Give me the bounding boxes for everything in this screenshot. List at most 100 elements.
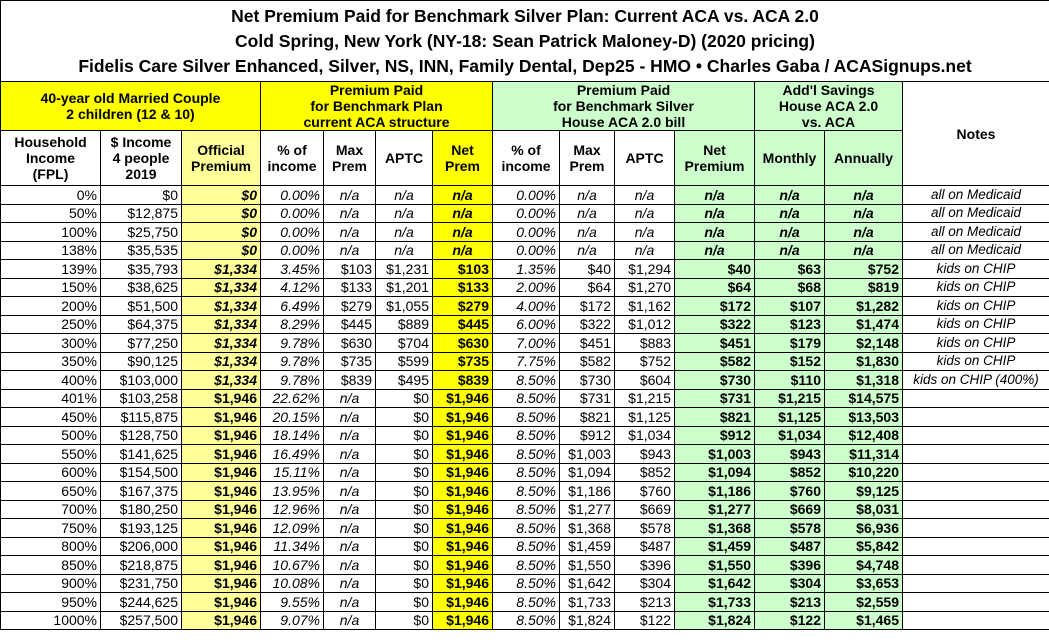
data-cell: $257,500 <box>100 610 182 630</box>
data-cell: n/a <box>375 203 433 223</box>
data-cell: n/a <box>432 240 493 260</box>
data-cell: 0.00% <box>260 222 324 242</box>
data-cell: 16.49% <box>260 444 324 464</box>
data-cell: $731 <box>559 388 615 408</box>
data-cell: $1,946 <box>432 536 493 556</box>
data-cell: $1,186 <box>674 481 755 501</box>
data-cell: $396 <box>754 555 825 575</box>
data-cell: $1,277 <box>559 499 615 519</box>
data-cell: $852 <box>614 462 675 482</box>
data-cell: $1,215 <box>754 388 825 408</box>
table-head: Net Premium Paid for Benchmark Silver Pl… <box>0 0 1049 186</box>
data-cell: 450% <box>0 407 101 427</box>
data-cell: 950% <box>0 592 101 612</box>
data-cell: $8,031 <box>824 499 903 519</box>
data-cell: 138% <box>0 240 101 260</box>
data-cell: $0 <box>375 536 433 556</box>
empty-cell <box>902 407 1049 427</box>
data-cell: $25,750 <box>100 222 182 242</box>
data-cell: $445 <box>432 314 493 334</box>
data-cell: $13,503 <box>824 407 903 427</box>
data-cell: 300% <box>0 333 101 353</box>
note-cell: all on Medicaid <box>902 240 1049 260</box>
data-row: 400% $103,000 $1,334 9.78% $839 $495 $839 8.50%… <box>0 370 1049 390</box>
data-cell: $487 <box>754 536 825 556</box>
data-cell: $730 <box>674 370 755 390</box>
data-cell: $1,215 <box>614 388 675 408</box>
data-cell: $123 <box>754 314 825 334</box>
data-cell: $0 <box>375 388 433 408</box>
data-cell: $1,459 <box>559 536 615 556</box>
data-row: 50% $12,875 $0 0.00% n/a n/a n/a 0.00% n/a n/a n/a… <box>0 203 1049 223</box>
data-cell: $1,946 <box>432 444 493 464</box>
column-header: APTC <box>614 130 675 186</box>
empty-cell <box>902 462 1049 482</box>
data-cell: 7.00% <box>492 333 560 353</box>
data-cell: $1,824 <box>674 610 755 630</box>
data-cell: $103 <box>432 259 493 279</box>
data-cell: $14,575 <box>824 388 903 408</box>
data-cell: $1,334 <box>181 351 261 371</box>
data-cell: $1,125 <box>614 407 675 427</box>
data-cell: $630 <box>323 333 376 353</box>
title-row: Net Premium Paid for Benchmark Silver Pl… <box>0 0 1049 82</box>
data-cell: $38,625 <box>100 277 182 297</box>
data-row: 900% $231,750 $1,946 10.08% n/a $0 $1,946 8.50%… <box>0 573 1049 593</box>
data-cell: n/a <box>323 610 376 630</box>
data-cell: $1,465 <box>824 610 903 630</box>
column-header: % of income <box>260 130 324 186</box>
empty-cell <box>902 499 1049 519</box>
data-cell: n/a <box>323 240 376 260</box>
data-cell: 12.09% <box>260 518 324 538</box>
data-cell: 11.34% <box>260 536 324 556</box>
data-cell: $1,550 <box>674 555 755 575</box>
note-cell: kids on CHIP <box>902 296 1049 316</box>
data-cell: 0% <box>0 185 101 205</box>
data-cell: 12.96% <box>260 499 324 519</box>
data-cell: $852 <box>754 462 825 482</box>
data-cell: $1,946 <box>432 499 493 519</box>
data-cell: 1000% <box>0 610 101 630</box>
data-cell: $1,231 <box>375 259 433 279</box>
data-cell: n/a <box>559 240 615 260</box>
data-cell: $40 <box>674 259 755 279</box>
data-cell: $582 <box>559 351 615 371</box>
data-cell: $1,294 <box>614 259 675 279</box>
data-cell: $735 <box>432 351 493 371</box>
data-cell: $0 <box>375 444 433 464</box>
data-cell: $172 <box>674 296 755 316</box>
data-cell: $279 <box>432 296 493 316</box>
data-cell: 139% <box>0 259 101 279</box>
data-cell: $0 <box>375 555 433 575</box>
data-cell: $1,334 <box>181 296 261 316</box>
data-cell: 8.50% <box>492 592 560 612</box>
data-cell: $1,946 <box>432 610 493 630</box>
data-cell: $2,559 <box>824 592 903 612</box>
data-cell: $10,220 <box>824 462 903 482</box>
data-cell: $322 <box>559 314 615 334</box>
data-cell: 850% <box>0 555 101 575</box>
data-cell: 8.29% <box>260 314 324 334</box>
data-cell: 401% <box>0 388 101 408</box>
data-cell: $730 <box>559 370 615 390</box>
data-cell: 9.07% <box>260 610 324 630</box>
data-cell: 9.78% <box>260 351 324 371</box>
data-cell: $1,824 <box>559 610 615 630</box>
data-row: 200% $51,500 $1,334 6.49% $279 $1,055 $279 4.00… <box>0 296 1049 316</box>
data-row: 650% $167,375 $1,946 13.95% n/a $0 $1,946 8.50%… <box>0 481 1049 501</box>
column-header: Household Income (FPL) <box>0 130 101 186</box>
data-cell: $943 <box>614 444 675 464</box>
data-cell: $760 <box>754 481 825 501</box>
data-cell: $5,842 <box>824 536 903 556</box>
empty-cell <box>902 592 1049 612</box>
note-cell: kids on CHIP (400%) <box>902 370 1049 390</box>
data-cell: $1,946 <box>181 536 261 556</box>
empty-cell <box>902 518 1049 538</box>
data-cell: 600% <box>0 462 101 482</box>
data-cell: $179 <box>754 333 825 353</box>
data-cell: $889 <box>375 314 433 334</box>
data-cell: 1.35% <box>492 259 560 279</box>
data-cell: $1,946 <box>181 462 261 482</box>
data-cell: n/a <box>323 222 376 242</box>
